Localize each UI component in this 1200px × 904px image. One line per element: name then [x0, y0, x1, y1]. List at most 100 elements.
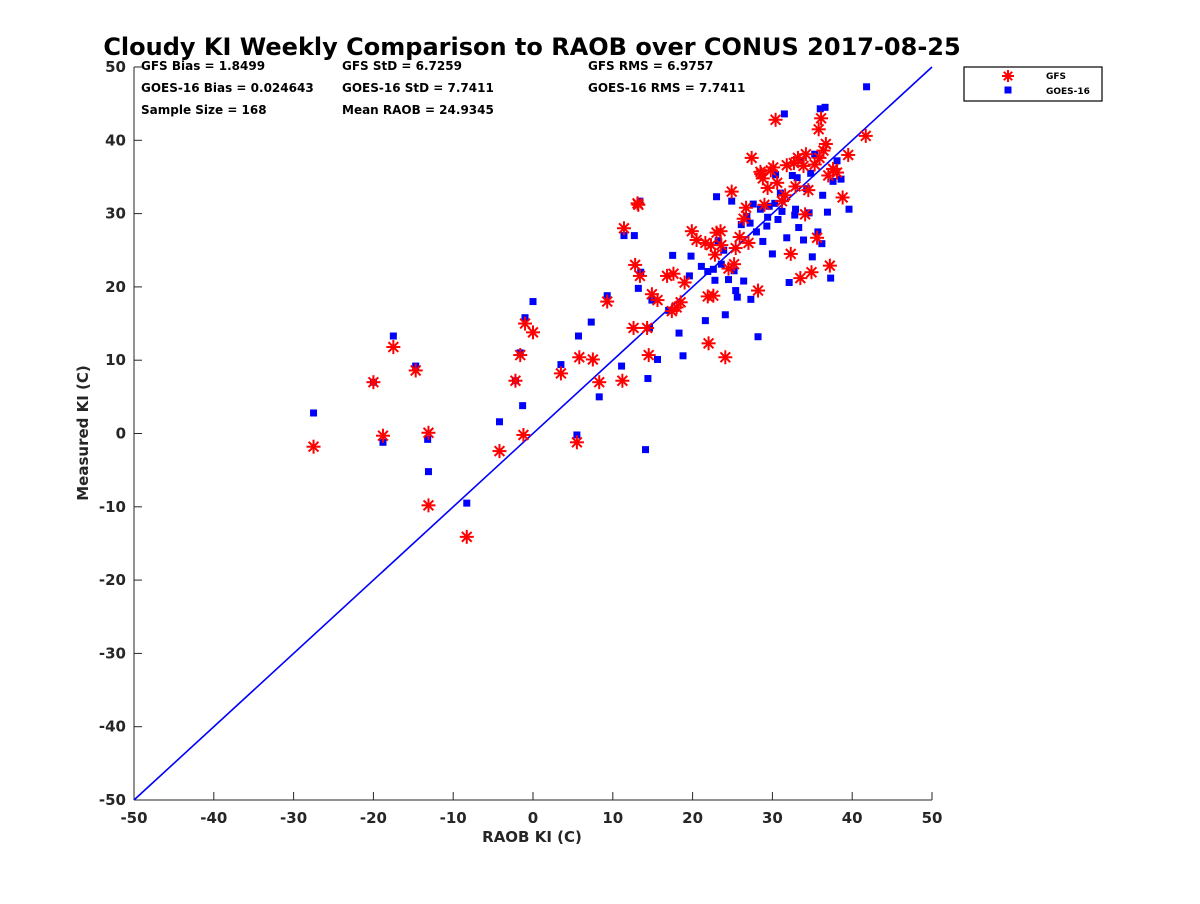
gfs-point: [615, 373, 630, 388]
goes16-point: [310, 409, 318, 417]
y-axis-label: Measured KI (C): [74, 365, 92, 501]
y-tick-label: -20: [99, 571, 126, 589]
goes16-point: [791, 211, 799, 219]
goes16-point: [823, 208, 831, 216]
legend-box: [963, 66, 1103, 102]
goes16-point: [573, 431, 581, 439]
gfs-point: [732, 230, 747, 245]
goes16-point: [845, 205, 853, 213]
gfs-point: [660, 268, 675, 283]
gfs-point: [798, 207, 813, 222]
goes16-point: [709, 265, 717, 273]
gfs-point: [632, 268, 647, 283]
gfs-point: [569, 435, 584, 450]
series-gfs: [306, 111, 873, 544]
gfs-point: [766, 160, 781, 175]
goes16-point: [424, 468, 432, 476]
y-tick-label: 40: [105, 131, 126, 149]
gfs-point: [811, 122, 826, 137]
x-tick-label: -30: [280, 809, 307, 827]
goes16-point: [642, 446, 650, 454]
goes16-point: [818, 240, 826, 248]
x-tick-label: 30: [762, 809, 783, 827]
gfs-point: [553, 366, 568, 381]
goes16-point: [701, 317, 709, 325]
gfs-point: [810, 230, 825, 245]
goes16-point: [807, 169, 815, 177]
goes16-point: [785, 279, 793, 287]
x-axis-label: RAOB KI (C): [482, 828, 582, 846]
goes16-point: [819, 191, 827, 199]
goes16-point: [816, 105, 824, 113]
gfs-point: [592, 375, 607, 390]
goes16-point: [863, 83, 871, 91]
gfs-point: [793, 271, 808, 286]
gfs-point: [801, 183, 816, 198]
gfs-point: [616, 221, 631, 236]
gfs-point: [796, 158, 811, 173]
goes16-point: [749, 200, 757, 208]
goes16-point: [759, 237, 767, 245]
goes16-point: [740, 277, 748, 285]
stat-text: GFS StD = 6.7259: [342, 59, 462, 73]
y-tick-label: 10: [105, 351, 126, 369]
goes16-point: [704, 268, 712, 276]
goes16-point: [821, 103, 829, 111]
goes16-point: [827, 274, 835, 282]
goes16-point: [717, 260, 725, 268]
gfs-point: [798, 147, 813, 162]
goes16-point: [808, 253, 816, 261]
goes16-point: [519, 402, 527, 410]
stat-text: Sample Size = 168: [141, 103, 267, 117]
gfs-point: [768, 112, 783, 127]
gfs-point: [518, 316, 533, 331]
gfs-point: [626, 320, 641, 335]
goes16-point: [595, 393, 603, 401]
goes16-point: [774, 215, 782, 223]
gfs-point: [640, 320, 655, 335]
goes16-point: [389, 332, 397, 340]
goes16-point: [644, 375, 652, 383]
gfs-point: [666, 266, 681, 281]
gfs-point: [812, 150, 827, 165]
gfs-point: [728, 241, 743, 256]
gfs-point: [727, 257, 742, 272]
goes16-point: [495, 418, 503, 426]
goes16-point: [620, 232, 628, 240]
goes16-point: [725, 276, 733, 284]
goes16-point: [800, 236, 808, 244]
gfs-point: [585, 352, 600, 367]
x-tick-label: 20: [682, 809, 703, 827]
legend-gfs-marker: [1002, 70, 1014, 82]
y-tick-label: -10: [99, 498, 126, 516]
goes16-point: [754, 333, 762, 341]
gfs-point: [408, 363, 423, 378]
goes16-point: [574, 332, 582, 340]
gfs-point: [830, 165, 845, 180]
goes16-point: [687, 252, 695, 260]
gfs-point: [741, 235, 756, 250]
goes16-point: [529, 298, 537, 306]
gfs-point: [822, 258, 837, 273]
goes16-point: [463, 499, 471, 507]
gfs-point: [421, 498, 436, 513]
legend-goes16-marker: [1004, 86, 1012, 94]
goes16-point: [837, 175, 845, 183]
goes16-point: [788, 171, 796, 179]
goes16-point: [587, 318, 595, 326]
x-tick-label: 0: [528, 809, 538, 827]
gfs-point: [707, 247, 722, 262]
gfs-point: [677, 275, 692, 290]
gfs-point: [818, 136, 833, 151]
stat-text: GFS RMS = 6.9757: [588, 59, 713, 73]
gfs-point: [631, 197, 646, 212]
y-tick-label: 30: [105, 205, 126, 223]
goes16-point: [732, 287, 740, 295]
gfs-point: [526, 325, 540, 340]
gfs-point: [713, 224, 728, 239]
goes16-point: [653, 355, 661, 363]
goes16-point: [778, 207, 786, 215]
y-tick-label: -50: [99, 791, 126, 809]
